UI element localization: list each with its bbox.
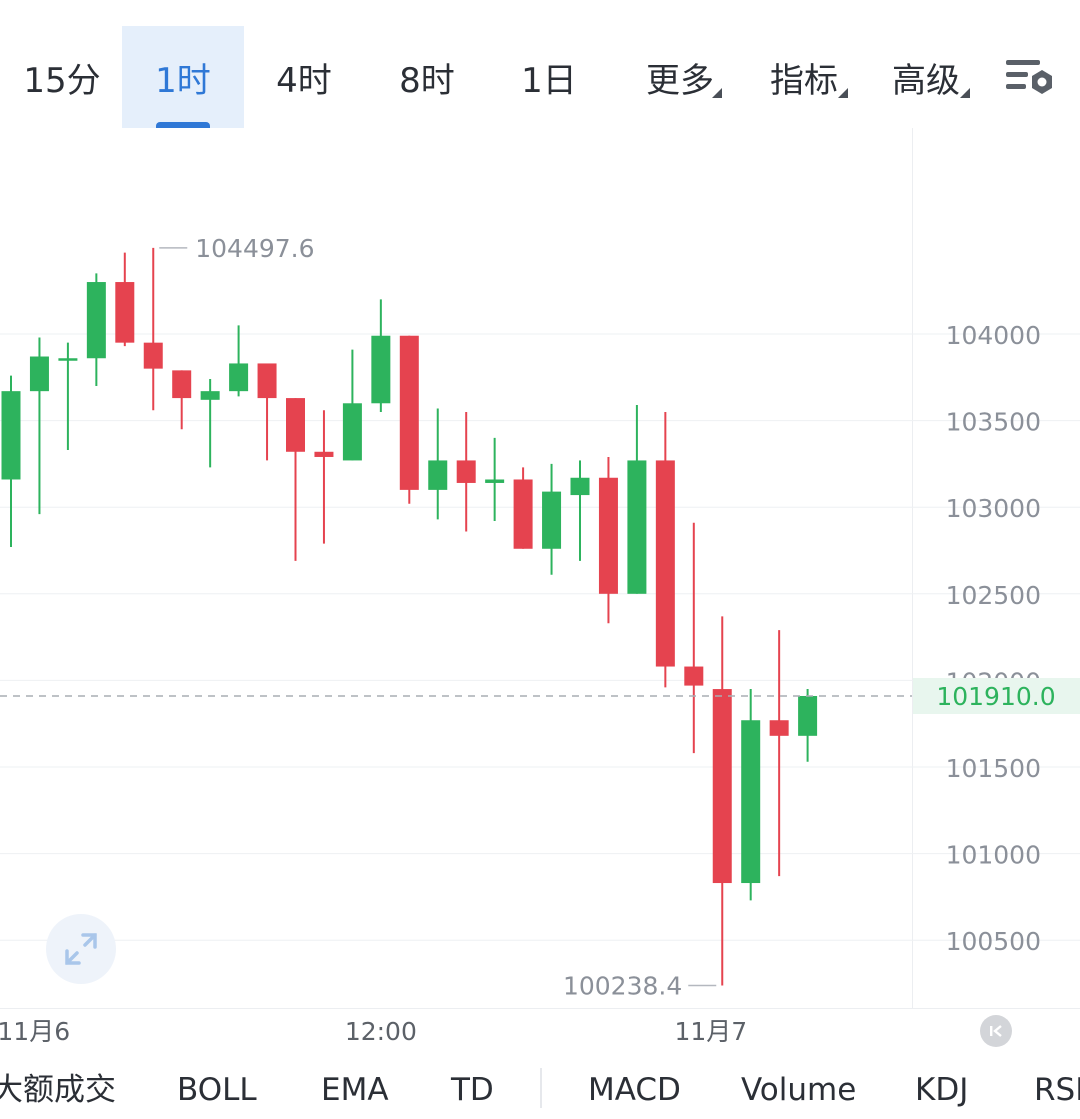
indicator-large-trades[interactable]: 大额成交	[0, 1066, 116, 1114]
indicator-label: TD	[451, 1072, 494, 1108]
indicator-label: MACD	[588, 1072, 681, 1108]
tab-label: 1时	[155, 60, 211, 101]
indicator-divider	[540, 1068, 542, 1108]
candle-body-down	[115, 282, 135, 343]
y-tick-label: 101000	[946, 841, 1041, 870]
tab-label: 4时	[276, 60, 332, 101]
candle-body-up	[200, 391, 220, 400]
chart-settings-icon[interactable]	[1000, 52, 1058, 104]
candle-body-down	[712, 689, 732, 884]
indicator-label: 大额成交	[0, 1072, 116, 1108]
tab-advanced-dropdown[interactable]: 高级	[866, 26, 986, 128]
candle-body-up	[798, 695, 818, 736]
indicator-label: Volume	[741, 1072, 857, 1108]
indicator-rsi[interactable]: RSI	[1034, 1066, 1080, 1114]
candle-body-up	[741, 720, 761, 884]
tab-label: 8时	[399, 60, 455, 101]
y-tick-label: 102500	[946, 581, 1041, 610]
tab-label: 15分	[23, 60, 101, 101]
candle-body-down	[684, 666, 704, 686]
price-axis-background	[912, 128, 1080, 1008]
candle-body-up	[485, 479, 505, 483]
indicator-boll[interactable]: BOLL	[177, 1066, 257, 1114]
candlestick-chart[interactable]: 1040001035001030001025001020001015001010…	[0, 128, 1080, 1058]
candle-body-up	[342, 403, 362, 461]
candle-body-up	[58, 358, 78, 361]
x-tick-label: 11月6	[0, 1017, 70, 1046]
y-tick-label: 103000	[946, 494, 1041, 523]
indicator-label: RSI	[1034, 1072, 1080, 1108]
candle-body-up	[371, 335, 391, 404]
candle-body-up	[627, 460, 647, 594]
timeframe-tab-bar: 15分 1时 4时 8时 1日 更多 指标 高级	[0, 0, 1080, 128]
indicator-label: BOLL	[177, 1072, 257, 1108]
tab-more-dropdown[interactable]: 更多	[620, 26, 740, 128]
dropdown-caret-icon	[960, 88, 970, 98]
tab-1d[interactable]: 1日	[488, 26, 610, 128]
candle-body-up	[229, 363, 249, 392]
tab-4h[interactable]: 4时	[244, 26, 364, 128]
dropdown-caret-icon	[712, 88, 722, 98]
candle-body-down	[655, 460, 675, 667]
expand-icon[interactable]	[46, 914, 116, 984]
tab-15m[interactable]: 15分	[0, 26, 124, 128]
dropdown-caret-icon	[838, 88, 848, 98]
y-tick-label: 103500	[946, 408, 1041, 437]
candle-body-down	[257, 363, 277, 399]
tab-indicators-dropdown[interactable]: 指标	[744, 26, 864, 128]
candle-body-up	[1, 391, 21, 480]
chart-canvas: 1040001035001030001025001020001015001010…	[0, 128, 1080, 1046]
indicator-td[interactable]: TD	[451, 1066, 494, 1114]
candle-body-down	[172, 370, 192, 399]
indicator-macd[interactable]: MACD	[588, 1066, 681, 1114]
scroll-to-latest-icon[interactable]	[980, 1015, 1012, 1047]
indicator-label: EMA	[321, 1072, 389, 1108]
indicator-kdj[interactable]: KDJ	[915, 1066, 968, 1114]
candle-body-up	[542, 491, 562, 549]
tab-label: 高级	[892, 60, 960, 101]
indicator-ema[interactable]: EMA	[321, 1066, 389, 1114]
low-price-annotation: 100238.4	[563, 972, 682, 1001]
candle-body-down	[456, 460, 476, 483]
candle-body-down	[399, 335, 419, 490]
high-price-annotation: 104497.6	[195, 234, 314, 263]
last-price-tag	[913, 677, 1080, 714]
candle-body-down	[143, 342, 163, 369]
candle-body-up	[570, 477, 590, 496]
y-tick-label: 101500	[946, 754, 1041, 783]
y-tick-label: 104000	[946, 321, 1041, 350]
active-tab-indicator	[156, 122, 210, 128]
candle-body-up	[428, 460, 448, 490]
tab-label: 1日	[521, 60, 577, 101]
tab-label: 指标	[770, 60, 838, 101]
x-tick-label: 11月7	[675, 1017, 748, 1046]
indicator-tab-bar: 大额成交 BOLL EMA TD MACD Volume KDJ RSI	[0, 1058, 1080, 1119]
candle-body-up	[29, 356, 49, 392]
x-tick-label: 12:00	[345, 1017, 417, 1046]
tab-label: 更多	[646, 60, 714, 101]
y-tick-label: 100500	[946, 927, 1041, 956]
indicator-volume[interactable]: Volume	[741, 1066, 856, 1114]
indicator-label: KDJ	[915, 1072, 969, 1108]
candle-body-down	[314, 451, 334, 457]
candle-body-down	[513, 479, 533, 549]
candle-body-down	[769, 720, 789, 736]
candle-body-down	[598, 477, 618, 594]
tab-8h[interactable]: 8时	[366, 26, 488, 128]
last-price-label: 101910.0	[936, 682, 1055, 711]
tab-1h[interactable]: 1时	[122, 26, 244, 128]
candle-body-down	[286, 398, 305, 452]
candle-body-up	[86, 282, 106, 359]
